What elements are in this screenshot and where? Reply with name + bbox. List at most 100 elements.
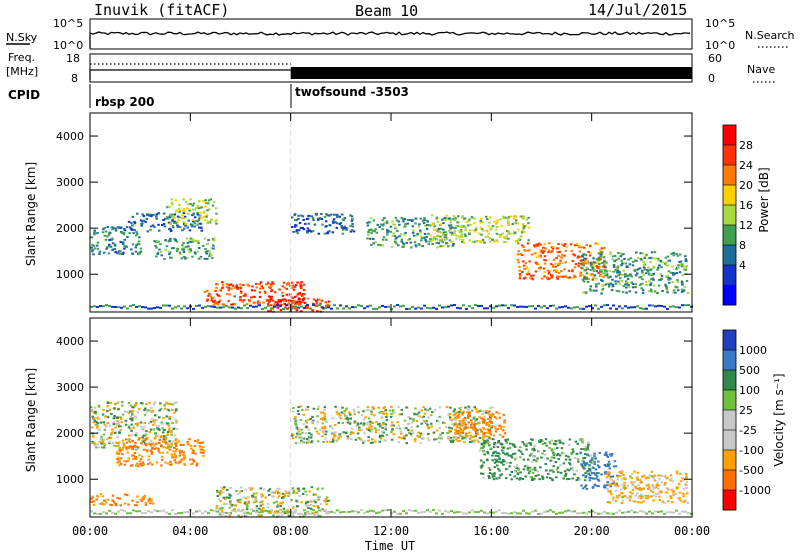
echo-cell-8 [610,478,613,481]
echo-cell-2 [205,215,208,218]
near-range-echo [609,307,612,310]
echo-cell-6 [562,477,565,480]
echo-cell-1 [140,464,143,467]
echo-cell-4 [437,420,440,423]
echo-cell-8 [676,486,680,489]
echo-cell-3 [272,501,276,504]
echo-cell-8 [672,493,675,496]
echo-cell-4 [409,417,412,420]
near-range-echo [468,305,471,308]
echo-cell-2 [184,223,187,226]
echo-cell-2 [109,503,112,506]
echo-cell-8 [620,470,624,473]
echo-cell-6 [503,453,507,456]
echo-cell-8 [675,472,679,475]
echo-cell-0 [117,422,120,425]
echo-cell-0 [144,407,147,410]
echo-cell-8 [462,225,466,228]
echo-cell-6 [567,469,571,472]
near-range-echo [579,512,582,515]
echo-cell-7 [414,244,417,247]
echo-cell-7 [581,487,585,490]
echo-cell-8 [640,493,643,496]
echo-cell-8 [652,494,655,497]
echo-cell-4 [451,439,455,442]
echo-cell-1 [118,460,121,463]
echo-cell-2 [200,206,203,209]
echo-cell-3 [306,500,310,503]
echo-cell-2 [170,213,174,216]
echo-cell-10 [640,282,643,285]
echo-cell-8 [679,480,683,483]
echo-cell-6 [510,478,513,481]
echo-cell-7 [416,232,419,235]
echo-cell-4 [226,293,229,296]
echo-cell-7 [397,220,400,223]
echo-cell-4 [378,440,381,443]
echo-cell-1 [173,213,176,216]
echo-cell-3 [260,496,263,499]
echo-cell-6 [296,232,300,235]
freq-line [89,69,291,80]
echo-cell-4 [473,421,477,424]
echo-cell-3 [310,503,313,506]
echo-cell-2 [178,210,181,213]
echo-cell-2 [178,203,181,206]
echo-cell-0 [108,243,111,246]
echo-cell-4 [379,434,382,437]
echo-cell-8 [647,486,651,489]
colorbar-swatch-0 [723,125,736,146]
echo-cell-4 [274,301,278,303]
echo-cell-9 [522,264,526,267]
near-range-echo [315,304,318,307]
echo-cell-7 [437,242,441,245]
echo-cell-8 [452,215,456,218]
echo-cell-0 [97,405,101,408]
echo-cell-1 [173,453,177,455]
echo-cell-4 [325,440,329,443]
echo-cell-2 [144,503,148,506]
echo-cell-9 [524,262,528,265]
echo-cell-5 [496,428,499,431]
echo-cell-4 [356,432,360,435]
echo-cell-4 [382,410,385,413]
echo-cell-4 [341,422,345,425]
echo-cell-5 [483,420,486,423]
echo-cell-0 [136,411,140,414]
echo-cell-8 [465,221,468,224]
echo-cell-4 [358,429,361,431]
echo-cell-10 [628,290,632,293]
near-range-echo [672,305,675,308]
echo-cell-1 [175,445,178,448]
echo-cell-4 [452,424,456,427]
echo-cell-7 [445,217,448,220]
echo-cell-4 [390,413,393,415]
echo-cell-8 [484,235,488,238]
echo-cell-8 [479,226,482,229]
echo-cell-7 [420,237,424,240]
echo-cell-7 [442,245,445,248]
beam-title: Beam 10 [355,2,418,20]
echo-cell-7 [383,217,386,220]
near-range-echo [360,305,363,308]
echo-cell-6 [497,452,501,455]
echo-cell-4 [297,292,300,295]
echo-cell-8 [523,231,526,233]
echo-cell-4 [460,406,463,409]
echo-cell-1 [151,442,154,445]
echo-cell-8 [461,215,464,218]
echo-cell-4 [294,423,297,426]
echo-cell-10 [595,270,599,273]
echo-cell-0 [95,244,99,247]
near-range-echo [330,307,333,310]
echo-cell-4 [273,303,276,305]
near-range-echo [150,511,153,514]
echo-cell-7 [372,219,376,222]
echo-cell-10 [649,284,652,287]
echo-cell-7 [597,479,601,482]
echo-cell-4 [302,283,306,286]
echo-cell-3 [282,507,286,510]
near-range-echo [348,307,351,310]
near-range-echo [561,306,564,309]
echo-cell-10 [683,286,687,289]
